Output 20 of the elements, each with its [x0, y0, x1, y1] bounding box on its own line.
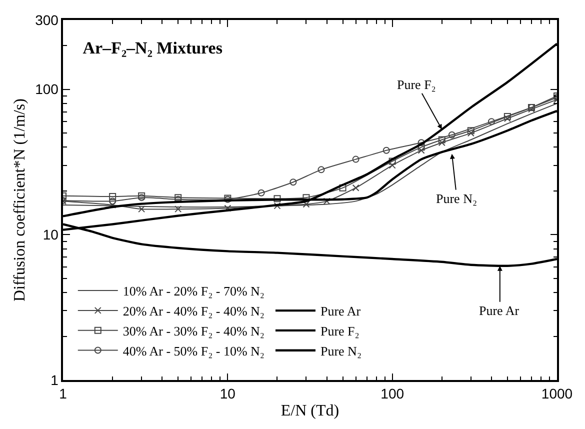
legend-label: 10% Ar - 20% F₂ - 70% N₂ [122, 284, 264, 299]
legend-label: 40% Ar - 50% F₂ - 10% N₂ [122, 343, 264, 358]
y-tick-label: 1 [50, 372, 59, 388]
legend-label: 20% Ar - 40% F₂ - 40% N₂ [122, 304, 264, 319]
x-tick-label: 100 [380, 386, 404, 402]
text: Ar–F₂–N₂ Mixtures [82, 38, 223, 58]
legend-label: Pure N₂ [320, 343, 362, 358]
x-tick-label: 10 [220, 386, 236, 402]
legend-label: Pure F₂ [320, 324, 360, 339]
y-tick-label: 100 [35, 81, 59, 98]
x-axis-title: E/N (Td) [280, 402, 340, 420]
y-axis-title: Diffusion coefficient*N (1/m/s) [11, 98, 28, 302]
annotation: Pure Ar [479, 303, 520, 318]
legend-label: 30% Ar - 30% F₂ - 40% N₂ [122, 323, 264, 338]
legend-label: Pure Ar [320, 304, 362, 319]
annotation: Pure F₂ [397, 77, 436, 92]
x-tick-label: 1000 [541, 386, 573, 402]
y-tick-label: 10 [42, 226, 59, 243]
annotation: Pure N₂ [436, 191, 477, 206]
y-tick-label: 300 [35, 12, 59, 28]
